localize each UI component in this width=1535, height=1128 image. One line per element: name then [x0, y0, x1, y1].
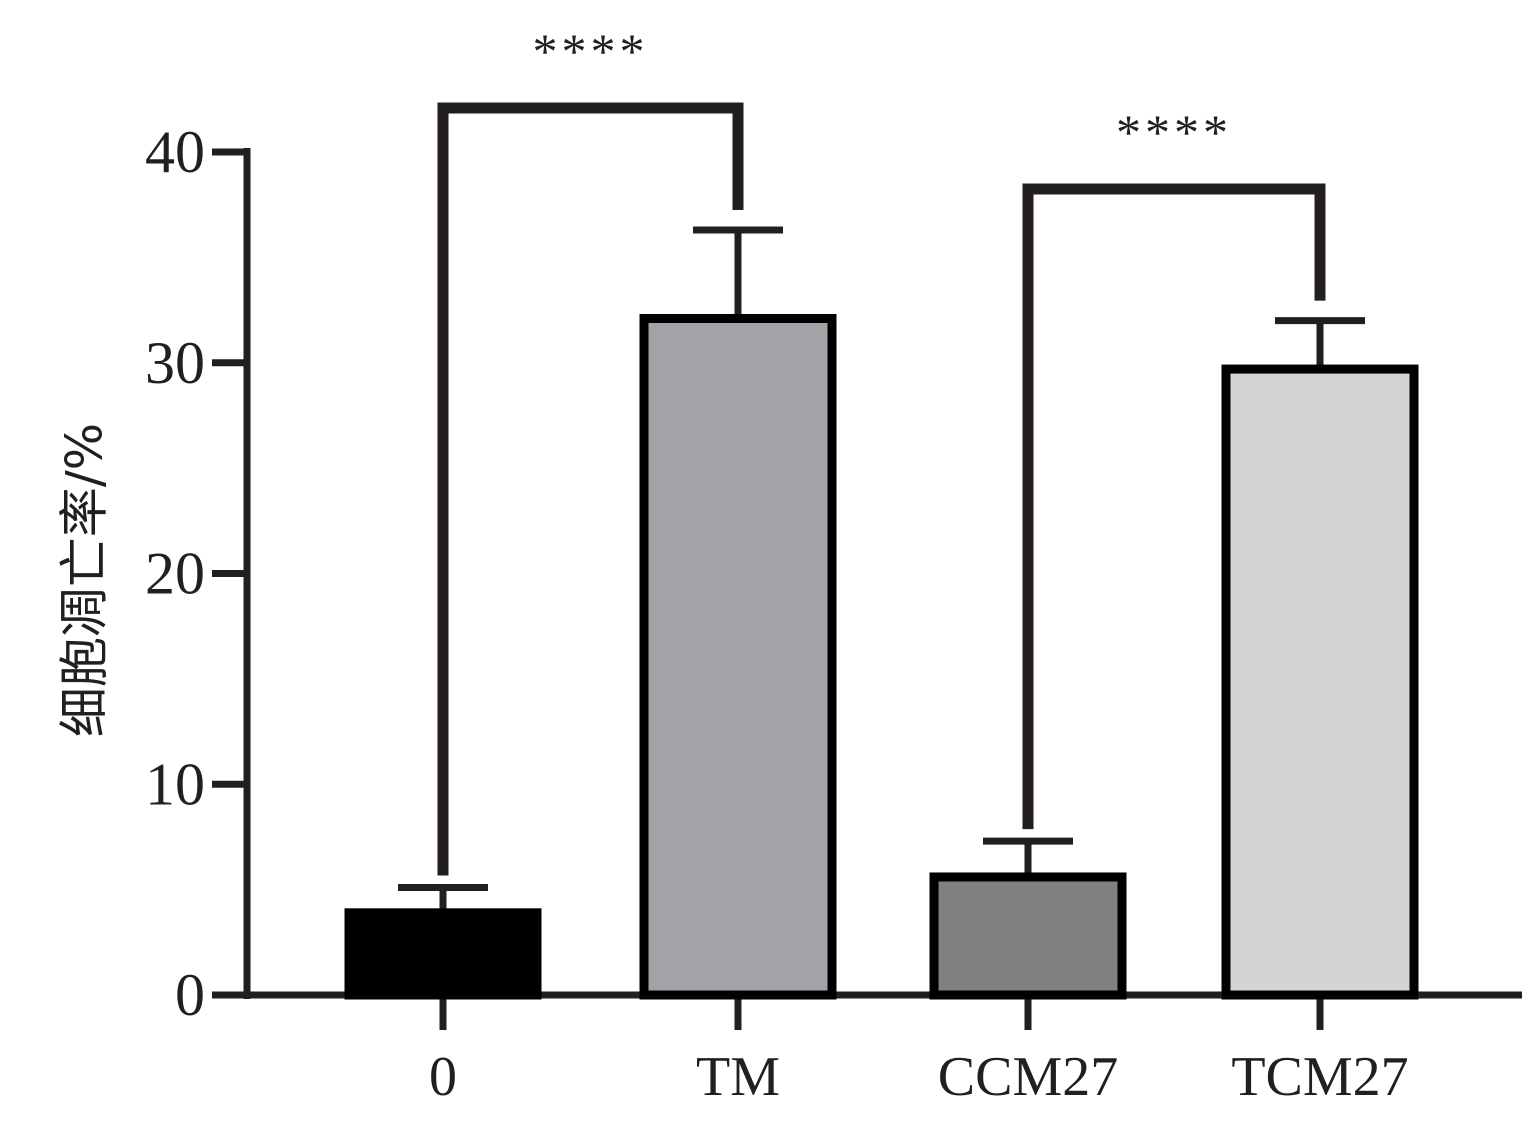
significance-bracket: [437, 102, 744, 876]
axes: 0 10 20 30 40 0 TM CCM27 TCM27: [145, 119, 1522, 1108]
y-tick-label: 10: [145, 751, 205, 817]
significance-bracket: [1022, 183, 1326, 830]
y-tick-label: 20: [145, 541, 205, 607]
x-tick-label: TM: [696, 1046, 780, 1108]
y-axis-label: 细胞凋亡率/%: [56, 423, 114, 737]
y-tick-label: 40: [145, 119, 205, 185]
significance-brackets: **** ****: [437, 23, 1326, 876]
x-tick-label: CCM27: [938, 1046, 1119, 1108]
significance-label: ****: [1116, 104, 1232, 160]
bar: [1221, 364, 1419, 1000]
y-tick-label: 30: [145, 330, 205, 396]
significance-label: ****: [533, 23, 649, 79]
bar: [344, 908, 542, 1000]
bar: [929, 872, 1127, 1000]
x-tick-label: 0: [429, 1046, 457, 1108]
y-tick-label: 0: [175, 962, 205, 1028]
x-tick-label: TCM27: [1231, 1046, 1408, 1108]
bar: [639, 313, 837, 1000]
bars: [344, 226, 1419, 1000]
